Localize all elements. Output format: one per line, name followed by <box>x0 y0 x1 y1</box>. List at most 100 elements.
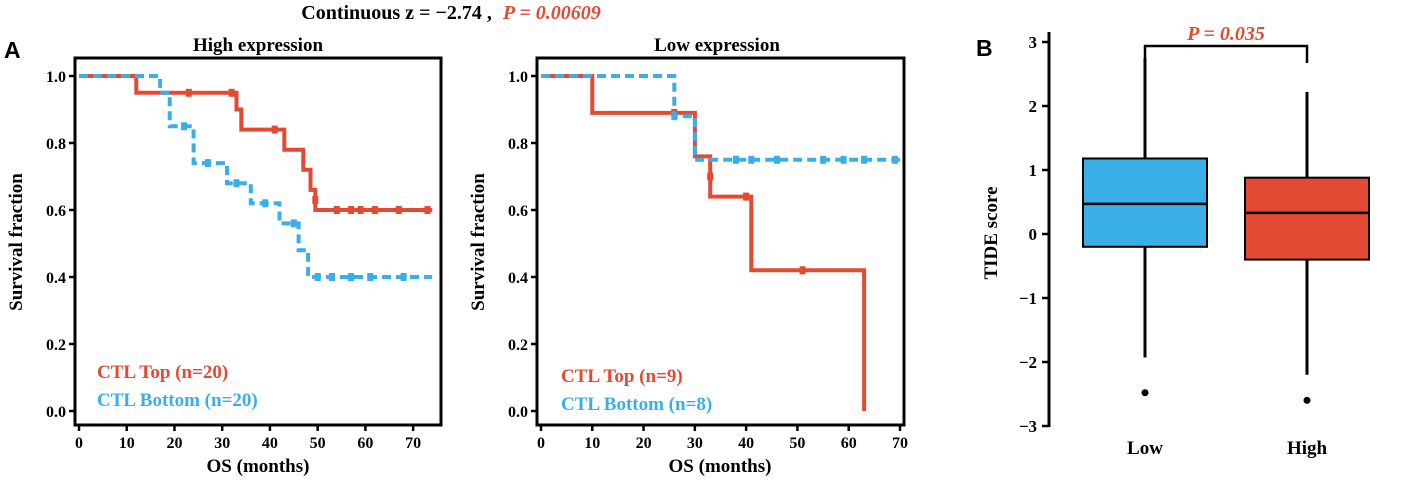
censor-mark <box>367 273 374 281</box>
outlier-point <box>1141 389 1149 397</box>
x-tick-label: 20 <box>636 435 652 452</box>
censor-mark <box>181 122 187 131</box>
censor-mark <box>820 155 827 164</box>
chart-title: High expression <box>193 35 323 56</box>
x-axis-label: OS (months) <box>669 456 772 477</box>
censor-mark <box>671 112 678 121</box>
y-axis-label: TIDE score <box>981 186 1002 279</box>
y-tick-label: 0 <box>1029 225 1038 244</box>
x-tick-label: 40 <box>262 435 278 452</box>
significance-bracket <box>1143 44 1309 63</box>
x-tick-label: 0 <box>537 435 545 452</box>
chart-marks <box>541 74 900 411</box>
significance-p-value: P = 0.035 <box>1186 23 1265 45</box>
legend-entry-top: CTL Top (n=20) <box>97 362 228 383</box>
censor-mark <box>743 192 750 201</box>
x-axis-label: OS (months) <box>207 456 310 477</box>
censor-mark <box>371 206 378 214</box>
y-tick-label: 0.6 <box>46 203 66 220</box>
y-tick-label: 1.0 <box>46 69 66 86</box>
chart-marks <box>79 74 433 281</box>
censor-mark <box>228 88 235 97</box>
censor-mark <box>312 195 319 204</box>
x-axis-ticks: Low High <box>1127 438 1327 459</box>
y-tick-label: 0.4 <box>46 270 66 287</box>
title-prefix: Continuous z = −2.74 , <box>301 2 492 24</box>
x-tick-label: 10 <box>584 435 600 452</box>
y-tick-label: 0.8 <box>508 136 528 153</box>
censor-mark <box>204 159 211 168</box>
censor-mark <box>424 206 431 214</box>
censor-mark <box>891 155 898 164</box>
survival-curve-bottom <box>79 74 433 279</box>
x-tick-label: 50 <box>789 435 805 452</box>
censor-mark <box>348 273 355 281</box>
censor-mark <box>271 125 278 134</box>
box-high <box>1244 176 1370 261</box>
censor-mark <box>748 155 755 164</box>
censor-mark <box>861 155 868 164</box>
x-axis-ticks: 0 10 20 30 40 50 60 70 <box>75 425 421 452</box>
survival-curve-top <box>79 74 433 212</box>
censor-mark <box>314 273 321 281</box>
censor-mark <box>732 155 739 164</box>
y-tick-label: 0.6 <box>508 203 528 220</box>
censor-mark <box>333 206 340 214</box>
legend-entry-bottom: CTL Bottom (n=20) <box>97 390 258 411</box>
box-plot-tide-score: −3 −2 −1 0 1 2 3 Low High TIDE score P = 0.035 <box>981 23 1370 459</box>
x-axis-ticks: 0 10 20 30 40 50 60 70 <box>537 425 908 452</box>
y-tick-label: 2 <box>1029 97 1038 116</box>
x-tick-label: 30 <box>687 435 703 452</box>
figure-title: Continuous z = −2.74 , P = 0.00609 <box>301 2 600 24</box>
box-low <box>1082 157 1208 248</box>
x-tick-label: 70 <box>892 435 908 452</box>
x-category-label: High <box>1287 438 1328 459</box>
y-tick-label: 0.2 <box>46 337 66 354</box>
y-tick-label: 0.0 <box>46 404 66 421</box>
censor-mark <box>329 273 335 281</box>
survival-curve-top <box>541 74 867 411</box>
censor-mark <box>262 199 269 208</box>
survival-curve-bottom <box>541 74 900 162</box>
chart-marks <box>1082 58 1370 404</box>
censor-mark <box>185 88 192 97</box>
censor-mark <box>799 266 806 275</box>
y-axis-label: Survival fraction <box>468 173 489 311</box>
y-axis-ticks: −3 −2 −1 0 1 2 3 <box>1019 33 1049 436</box>
x-tick-label: 40 <box>738 435 754 452</box>
y-axis-ticks: 0.0 0.2 0.4 0.6 0.8 1.0 <box>46 69 75 421</box>
legend-entry-bottom: CTL Bottom (n=8) <box>561 394 712 415</box>
x-tick-label: 60 <box>357 435 373 452</box>
censor-mark <box>773 155 780 164</box>
panel-label-b: B <box>976 35 993 61</box>
chart-title: Low expression <box>654 35 780 56</box>
y-tick-label: 0.8 <box>46 136 66 153</box>
significance-annotation: P = 0.035 <box>1143 23 1309 63</box>
x-tick-label: 0 <box>75 435 83 452</box>
title-p-value: P = 0.00609 <box>502 2 601 24</box>
x-tick-label: 60 <box>841 435 857 452</box>
legend-entry-top: CTL Top (n=9) <box>561 366 683 387</box>
censor-mark <box>840 155 847 164</box>
x-tick-label: 10 <box>119 435 135 452</box>
outlier-point <box>1303 396 1311 404</box>
plot-frame <box>535 56 906 427</box>
censor-mark <box>233 179 240 188</box>
censor-mark <box>400 273 407 281</box>
censor-mark <box>395 206 402 214</box>
x-category-label: Low <box>1127 438 1163 459</box>
y-tick-label: −3 <box>1019 417 1037 436</box>
panel-label-a: A <box>4 37 21 63</box>
x-tick-label: 70 <box>405 435 421 452</box>
censor-mark <box>357 206 364 214</box>
plot-frame <box>73 56 443 427</box>
y-tick-label: 0.2 <box>508 337 528 354</box>
y-tick-label: 1.0 <box>508 69 528 86</box>
km-chart-high-expression: High expression 0 10 20 30 40 50 60 70 0.00.20.… <box>6 35 443 477</box>
y-tick-label: 0.0 <box>508 404 528 421</box>
censor-mark <box>707 172 714 181</box>
y-axis-ticks: 0.0 0.2 0.4 0.6 0.8 1.0 <box>508 69 537 421</box>
y-tick-label: 0.4 <box>508 270 528 287</box>
y-tick-label: −2 <box>1019 353 1037 372</box>
